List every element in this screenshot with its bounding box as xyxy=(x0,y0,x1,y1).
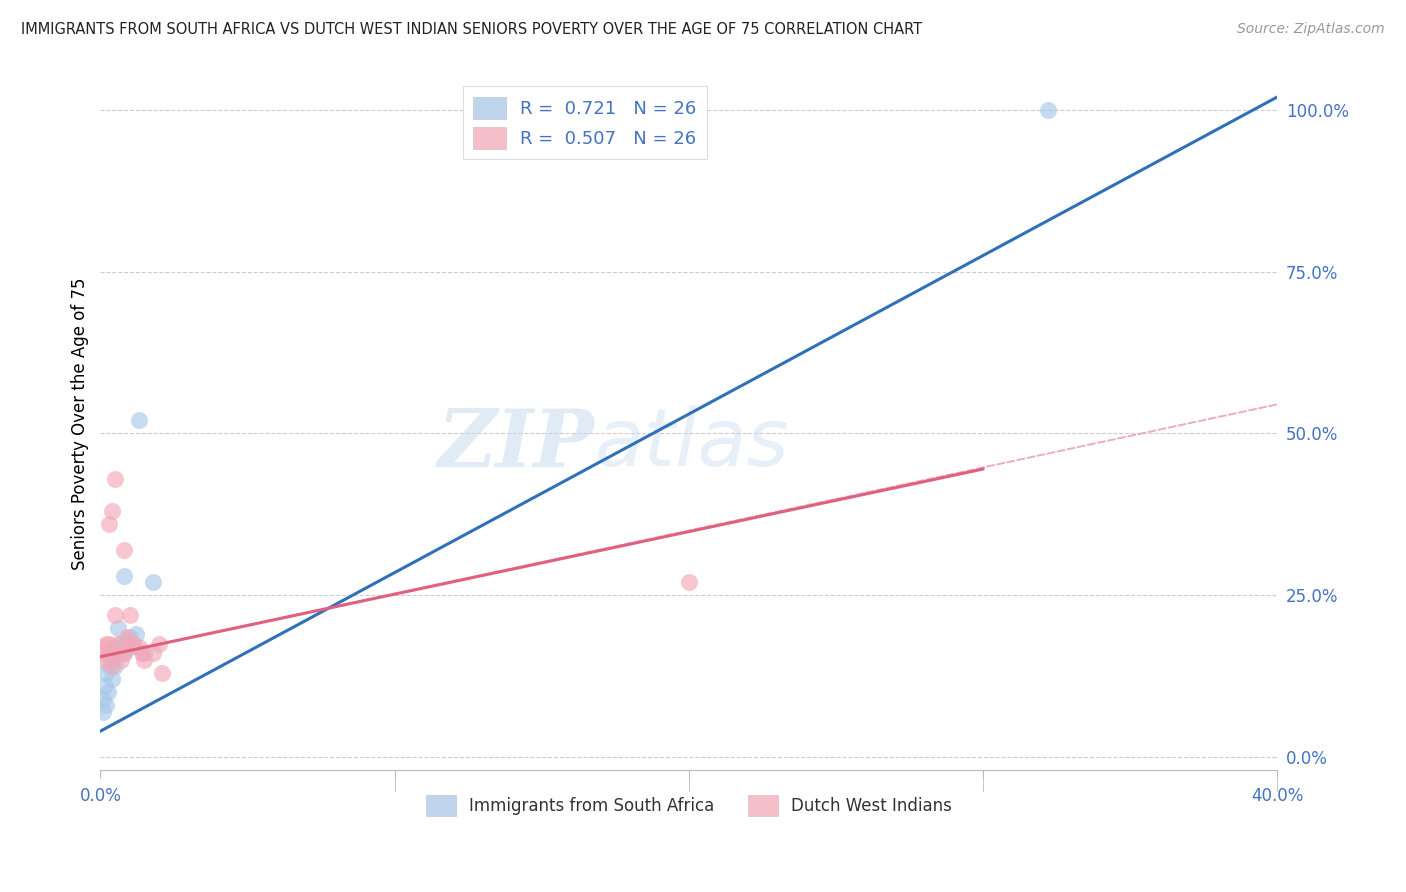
Point xyxy=(94,679,117,693)
Point xyxy=(112,647,135,661)
Point xyxy=(96,698,118,713)
Point xyxy=(118,637,141,651)
Point xyxy=(101,659,124,673)
Point xyxy=(124,627,146,641)
Text: Source: ZipAtlas.com: Source: ZipAtlas.com xyxy=(1237,22,1385,37)
Point xyxy=(91,640,114,654)
Point xyxy=(91,705,114,719)
Text: ZIP: ZIP xyxy=(437,406,595,483)
Point xyxy=(118,640,141,654)
Point xyxy=(121,637,143,651)
Point xyxy=(110,637,132,651)
Point xyxy=(101,653,124,667)
Point xyxy=(118,630,141,644)
Point xyxy=(131,647,153,661)
Point xyxy=(115,630,138,644)
Point xyxy=(98,659,121,673)
Point xyxy=(101,504,124,518)
Point xyxy=(1036,103,1059,117)
Point xyxy=(112,647,135,661)
Point xyxy=(94,653,117,667)
Point xyxy=(148,637,170,651)
Point xyxy=(107,621,129,635)
Y-axis label: Seniors Poverty Over the Age of 75: Seniors Poverty Over the Age of 75 xyxy=(72,277,89,570)
Point xyxy=(150,665,173,680)
Point xyxy=(98,647,121,661)
Point xyxy=(115,633,138,648)
Point xyxy=(134,647,156,661)
Point xyxy=(678,575,700,590)
Text: atlas: atlas xyxy=(595,406,790,483)
Point xyxy=(128,413,150,427)
Point xyxy=(112,569,135,583)
Point xyxy=(98,637,121,651)
Point xyxy=(128,640,150,654)
Point xyxy=(90,647,112,661)
Point xyxy=(107,647,129,661)
Point xyxy=(104,647,127,661)
Point xyxy=(104,659,127,673)
Legend: Immigrants from South Africa, Dutch West Indians: Immigrants from South Africa, Dutch West… xyxy=(418,787,960,824)
Point xyxy=(96,665,118,680)
Point xyxy=(142,575,165,590)
Point xyxy=(104,607,127,622)
Point xyxy=(121,637,143,651)
Point xyxy=(110,653,132,667)
Point xyxy=(96,637,118,651)
Point xyxy=(118,607,141,622)
Point xyxy=(104,472,127,486)
Point xyxy=(98,516,121,531)
Text: IMMIGRANTS FROM SOUTH AFRICA VS DUTCH WEST INDIAN SENIORS POVERTY OVER THE AGE O: IMMIGRANTS FROM SOUTH AFRICA VS DUTCH WE… xyxy=(21,22,922,37)
Point xyxy=(142,647,165,661)
Point xyxy=(97,685,120,699)
Point xyxy=(107,637,129,651)
Point xyxy=(101,673,124,687)
Point xyxy=(104,640,127,654)
Point xyxy=(134,653,156,667)
Point xyxy=(91,691,114,706)
Point xyxy=(112,543,135,558)
